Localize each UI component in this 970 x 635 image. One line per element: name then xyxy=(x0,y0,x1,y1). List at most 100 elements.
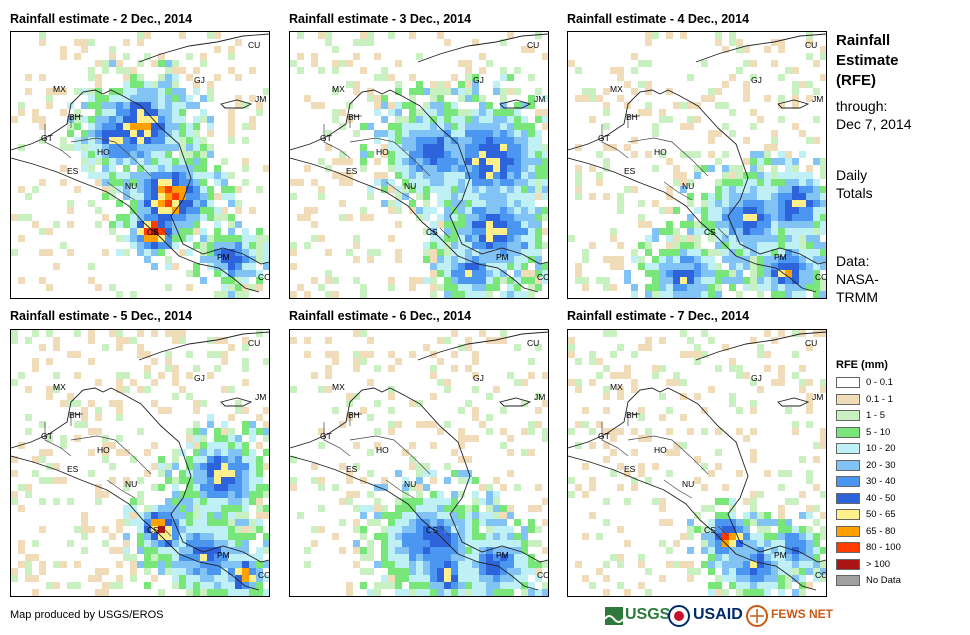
rainfall-cell xyxy=(74,435,81,442)
rainfall-cell xyxy=(186,144,193,151)
rainfall-cell xyxy=(402,116,409,123)
rainfall-cell xyxy=(102,344,109,351)
rainfall-cell xyxy=(444,109,451,116)
rainfall-cell xyxy=(493,519,500,526)
rainfall-cell xyxy=(687,291,694,298)
rainfall-cell xyxy=(360,582,367,589)
rainfall-cell xyxy=(514,291,521,298)
rainfall-cell xyxy=(374,365,381,372)
rainfall-cell xyxy=(214,540,221,547)
rainfall-cell xyxy=(228,456,235,463)
rainfall-cell xyxy=(701,540,708,547)
rainfall-cell xyxy=(221,186,228,193)
rainfall-cell xyxy=(687,519,694,526)
rainfall-cell xyxy=(116,386,123,393)
rainfall-cell xyxy=(172,498,179,505)
rainfall-cell xyxy=(109,442,116,449)
rainfall-cell xyxy=(715,540,722,547)
rainfall-cell xyxy=(472,351,479,358)
rainfall-cell xyxy=(186,372,193,379)
rainfall-cell xyxy=(39,123,46,130)
rainfall-cell xyxy=(631,137,638,144)
rainfall-cell xyxy=(214,214,221,221)
rainfall-cell xyxy=(395,88,402,95)
rainfall-cell xyxy=(395,172,402,179)
rainfall-cell xyxy=(137,330,144,337)
country-label-es: ES xyxy=(346,166,358,176)
country-border xyxy=(627,115,640,128)
rainfall-cell xyxy=(221,207,228,214)
rainfall-cell xyxy=(645,235,652,242)
rainfall-cell xyxy=(444,256,451,263)
rainfall-cell xyxy=(589,442,596,449)
rainfall-cell xyxy=(743,568,750,575)
country-border xyxy=(385,479,415,499)
rainfall-cell xyxy=(332,291,339,298)
rainfall-cell xyxy=(402,554,409,561)
rainfall-cell xyxy=(528,207,535,214)
rainfall-cell xyxy=(617,372,624,379)
rainfall-cell xyxy=(423,116,430,123)
rainfall-cell xyxy=(722,561,729,568)
rainfall-cell xyxy=(353,505,360,512)
rainfall-cell xyxy=(137,214,144,221)
rainfall-cell xyxy=(813,442,820,449)
rainfall-cell xyxy=(186,561,193,568)
rainfall-cell xyxy=(472,137,479,144)
rainfall-cell xyxy=(680,442,687,449)
rainfall-cell xyxy=(701,228,708,235)
rainfall-cell xyxy=(792,428,799,435)
rainfall-cell xyxy=(666,242,673,249)
rainfall-cell xyxy=(228,470,235,477)
rainfall-cell xyxy=(743,235,750,242)
rainfall-cell xyxy=(193,449,200,456)
rainfall-cell xyxy=(624,365,631,372)
rainfall-cell xyxy=(193,442,200,449)
rainfall-cell xyxy=(444,137,451,144)
rainfall-cell xyxy=(200,179,207,186)
rainfall-cell xyxy=(46,582,53,589)
rainfall-cell xyxy=(109,582,116,589)
rainfall-cell xyxy=(221,428,228,435)
rainfall-cell xyxy=(395,207,402,214)
rainfall-cell xyxy=(687,74,694,81)
rainfall-cell xyxy=(645,249,652,256)
rainfall-cell xyxy=(451,144,458,151)
rainfall-cell xyxy=(409,582,416,589)
country-label-gj: GJ xyxy=(473,373,484,383)
rainfall-cell xyxy=(750,193,757,200)
rainfall-cell xyxy=(88,67,95,74)
rainfall-cell xyxy=(416,589,423,596)
rainfall-cell xyxy=(409,95,416,102)
rainfall-cell xyxy=(388,207,395,214)
rainfall-cell xyxy=(367,95,374,102)
rainfall-cell xyxy=(200,540,207,547)
rainfall-cell xyxy=(507,165,514,172)
rainfall-cell xyxy=(137,235,144,242)
rainfall-cell xyxy=(388,109,395,116)
rainfall-cell xyxy=(221,491,228,498)
rainfall-cell xyxy=(242,575,249,582)
rainfall-cell xyxy=(778,365,785,372)
rainfall-cell xyxy=(743,88,750,95)
rainfall-cell xyxy=(74,88,81,95)
rainfall-cell xyxy=(186,186,193,193)
rainfall-cell xyxy=(360,39,367,46)
rainfall-cell xyxy=(144,554,151,561)
rainfall-cell xyxy=(715,463,722,470)
rainfall-cell xyxy=(186,351,193,358)
rainfall-cell xyxy=(479,221,486,228)
rainfall-cell xyxy=(458,442,465,449)
rainfall-cell xyxy=(535,137,542,144)
rainfall-cell xyxy=(172,130,179,137)
rainfall-cell xyxy=(158,165,165,172)
rainfall-cell xyxy=(680,393,687,400)
rainfall-cell xyxy=(659,505,666,512)
rainfall-cell xyxy=(402,151,409,158)
rainfall-cell xyxy=(416,582,423,589)
rainfall-cell xyxy=(116,144,123,151)
rainfall-cell xyxy=(207,554,214,561)
rainfall-cell xyxy=(179,221,186,228)
rainfall-cell xyxy=(95,179,102,186)
rainfall-cell xyxy=(820,228,826,235)
